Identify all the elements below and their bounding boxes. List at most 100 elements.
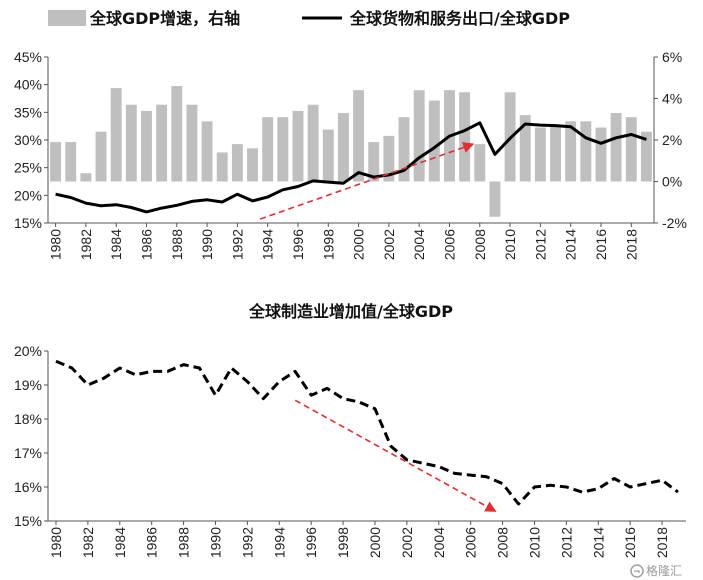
bottom-x-tick-label: 2018	[654, 527, 670, 558]
bottom-x-tick-label: 1998	[335, 527, 351, 558]
bottom-chart-title: 全球制造业增加值/全球GDP	[248, 302, 453, 321]
gdp-growth-bar	[565, 121, 577, 182]
gdp-growth-bar	[247, 148, 258, 182]
top-line-series	[55, 121, 647, 214]
gdp-growth-bar	[383, 135, 395, 182]
top-left-axis: 15% 20% 25% 30% 35% 40% 45%	[14, 49, 49, 231]
top-x-tick-label: 2012	[532, 229, 548, 260]
top-x-axis: 1980 1982 1984 1986 1988 1990 1992 1994 1996 1998…	[48, 222, 654, 260]
bottom-line-series	[55, 359, 679, 506]
gdp-growth-bar	[474, 144, 486, 182]
top-x-tick-label: 2000	[351, 229, 367, 260]
gdp-growth-bar	[398, 117, 410, 182]
top-x-tick-label: 1998	[320, 229, 336, 260]
top-x-tick-label: 2014	[563, 229, 579, 260]
top-right-tick-label: 4%	[662, 91, 682, 107]
gdp-growth-bar	[50, 142, 62, 182]
bottom-x-tick-label: 2008	[495, 527, 511, 558]
top-right-tick-label: 6%	[662, 49, 682, 65]
watermark-text: 格隆汇	[646, 563, 682, 578]
top-x-tick-label: 1984	[108, 229, 124, 260]
top-legend: 全球GDP增速，右轴 全球货物和服务出口/全球GDP	[48, 9, 570, 28]
bottom-x-tick-label: 1980	[48, 527, 64, 558]
gdp-growth-bar	[186, 104, 198, 182]
bottom-x-tick-label: 2002	[399, 527, 415, 558]
bottom-x-tick-label: 2010	[526, 527, 542, 558]
bottom-x-tick-label: 1988	[176, 527, 192, 558]
top-x-tick-label: 1986	[138, 229, 154, 260]
top-x-tick-label: 2004	[411, 229, 427, 260]
bottom-x-tick-label: 2016	[622, 527, 638, 558]
bottom-y-tick-label: 16%	[14, 479, 42, 495]
gdp-growth-bar	[640, 131, 652, 182]
gdp-growth-bar	[95, 131, 107, 182]
bottom-trend-arrow	[294, 399, 497, 512]
gdp-growth-bar	[307, 104, 319, 182]
gdp-growth-bar	[125, 104, 137, 182]
gdp-growth-bar	[156, 104, 168, 182]
top-bar-series	[50, 86, 652, 217]
bottom-x-tick-label: 1992	[239, 527, 255, 558]
top-right-tick-label: 2%	[662, 132, 682, 148]
bottom-chart: 15%16%17%18%19%20% 1980 1982 1984 1986 1988 1…	[14, 343, 686, 558]
top-trend-arrow-line	[259, 142, 475, 220]
gdp-growth-bar	[171, 86, 183, 182]
top-x-tick-label: 2006	[441, 229, 457, 260]
gdp-growth-bar	[292, 110, 304, 182]
bottom-x-tick-label: 2004	[431, 527, 447, 558]
gdp-growth-bar	[413, 90, 425, 182]
gdp-growth-bar	[262, 117, 274, 182]
bottom-y-tick-label: 17%	[14, 445, 42, 461]
legend-line-label: 全球货物和服务出口/全球GDP	[349, 9, 570, 28]
gdp-growth-bar	[277, 117, 289, 182]
bottom-x-tick-label: 2012	[558, 527, 574, 558]
bottom-x-tick-label: 1986	[144, 527, 160, 558]
gdp-growth-bar	[141, 110, 152, 182]
legend-bar-swatch	[48, 10, 86, 26]
top-x-tick-label: 1996	[290, 229, 306, 260]
top-left-tick-label: 25%	[14, 160, 42, 176]
top-left-tick-label: 15%	[14, 215, 42, 231]
top-trend-arrow	[259, 142, 475, 220]
top-left-tick-label: 30%	[14, 132, 42, 148]
manufacturing-gdp-ratio-line	[55, 359, 679, 506]
bottom-y-tick-label: 18%	[14, 411, 42, 427]
gdp-growth-bar	[80, 173, 92, 182]
brand-logo-icon	[630, 564, 644, 578]
top-x-tick-label: 2018	[623, 229, 639, 260]
watermark: 格隆汇	[630, 563, 682, 578]
top-x-tick-label: 1990	[199, 229, 215, 260]
bottom-x-tick-label: 2000	[367, 527, 383, 558]
gdp-growth-bar	[368, 142, 380, 182]
top-left-tick-label: 45%	[14, 49, 42, 65]
bottom-x-axis: 1980 1982 1984 1986 1988 1990 1992 1994 1996 1998…	[48, 520, 686, 558]
top-x-tick-label: 2008	[472, 229, 488, 260]
top-x-tick-label: 2016	[593, 229, 609, 260]
gdp-growth-bar	[534, 127, 546, 182]
gdp-growth-bar	[625, 117, 637, 182]
gdp-growth-bar	[489, 181, 501, 217]
bottom-y-tick-label: 15%	[14, 513, 42, 529]
bottom-x-tick-label: 1996	[303, 527, 319, 558]
gdp-growth-bar	[595, 127, 607, 182]
top-x-tick-label: 1994	[260, 229, 276, 260]
brand-logo-icon-mark	[634, 570, 640, 573]
gdp-growth-bar	[353, 90, 365, 182]
bottom-y-tick-label: 19%	[14, 377, 42, 393]
gdp-growth-bar	[322, 129, 334, 182]
gdp-growth-bar	[550, 125, 561, 182]
gdp-growth-bar	[110, 88, 122, 182]
bottom-x-tick-label: 2006	[463, 527, 479, 558]
export-gdp-ratio-line	[55, 121, 647, 214]
top-left-tick-label: 40%	[14, 77, 42, 93]
bottom-x-tick-label: 1982	[80, 527, 96, 558]
top-left-tick-label: 35%	[14, 104, 42, 120]
gdp-growth-bar	[201, 121, 213, 182]
gdp-growth-bar	[428, 100, 440, 182]
gdp-growth-bar	[610, 113, 622, 182]
top-x-tick-label: 2002	[381, 229, 397, 260]
gdp-growth-bar	[519, 115, 531, 182]
legend-bar-label: 全球GDP增速，右轴	[89, 9, 240, 28]
gdp-growth-bar	[65, 142, 77, 182]
